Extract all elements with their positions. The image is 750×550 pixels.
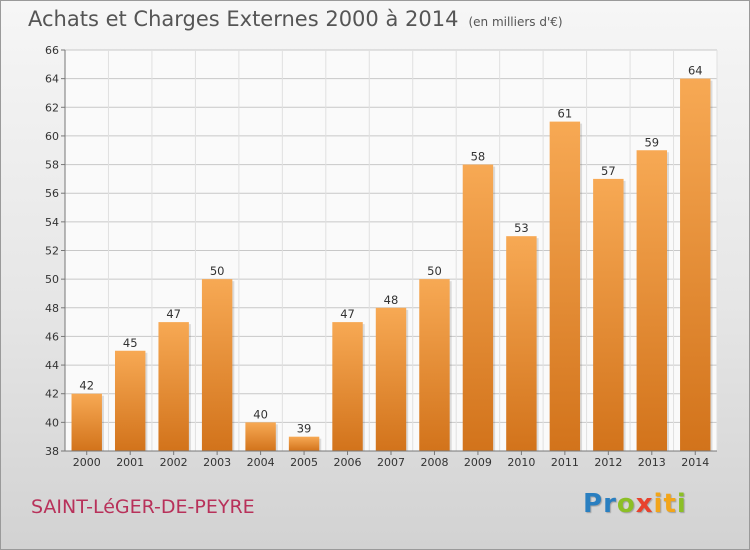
x-tick-label: 2004 [247,456,275,469]
bar [419,279,450,451]
logo-letter: x [635,489,654,519]
commune-name: SAINT-LéGER-DE-PEYRE [31,496,255,518]
y-tick-label: 60 [45,130,59,143]
x-tick-label: 2000 [73,456,101,469]
logo-letter: o [616,489,636,519]
bar [245,422,276,451]
x-tick-label: 2014 [681,456,709,469]
logo-letter: i [653,489,664,519]
logo-letter: r [603,489,617,519]
bar [636,150,668,451]
bar [201,279,233,451]
x-tick-label: 2003 [203,456,231,469]
bar [506,236,537,451]
bar [288,436,320,451]
y-tick-label: 64 [45,73,59,86]
y-tick-label: 56 [45,187,59,200]
data-label: 40 [253,407,268,421]
data-label: 50 [210,264,225,278]
y-tick-label: 42 [45,388,59,401]
y-tick-label: 54 [45,216,59,229]
chart-title: Achats et Charges Externes 2000 à 2014 (e… [28,7,563,31]
y-tick-label: 44 [45,359,59,372]
y-tick-label: 62 [45,101,59,114]
bar [680,78,711,452]
x-tick-label: 2011 [551,456,579,469]
y-tick-label: 50 [45,273,59,286]
x-tick-label: 2005 [290,456,318,469]
proxiti-logo: Proxiti [583,489,687,519]
data-label: 53 [514,221,529,235]
x-tick-label: 2006 [334,456,362,469]
bar [71,393,102,451]
bar [593,178,624,451]
data-label: 47 [166,307,181,321]
data-label: 59 [644,135,659,149]
chart-unit: (en milliers d'€) [468,15,563,29]
logo-letter: t [663,489,677,519]
data-label: 39 [297,422,312,436]
y-tick-label: 40 [45,416,59,429]
logo-letter: P [583,489,604,519]
data-label: 42 [79,379,94,393]
y-tick-label: 46 [45,330,59,343]
y-tick-label: 58 [45,159,59,172]
x-tick-label: 2001 [116,456,144,469]
data-label: 45 [123,336,138,350]
y-tick-label: 48 [45,302,59,315]
bar [158,322,189,451]
data-label: 64 [688,64,703,78]
logo-letter: i [676,489,687,519]
data-label: 61 [558,107,573,121]
bar [332,322,363,451]
data-label: 50 [427,264,442,278]
data-label: 57 [601,164,616,178]
y-tick-label: 38 [45,445,59,458]
x-tick-label: 2012 [594,456,622,469]
data-label: 58 [471,150,486,164]
x-tick-label: 2013 [638,456,666,469]
x-tick-label: 2010 [507,456,535,469]
x-tick-label: 2002 [160,456,188,469]
data-label: 48 [384,293,399,307]
y-tick-label: 52 [45,245,59,258]
bar [375,307,407,451]
x-tick-label: 2009 [464,456,492,469]
bar [462,164,494,452]
x-tick-label: 2007 [377,456,405,469]
y-tick-label: 66 [45,44,59,57]
chart-title-text: Achats et Charges Externes 2000 à 2014 [28,7,459,31]
bar [549,121,581,451]
bar [114,350,146,451]
x-tick-label: 2008 [420,456,448,469]
data-label: 47 [340,307,355,321]
